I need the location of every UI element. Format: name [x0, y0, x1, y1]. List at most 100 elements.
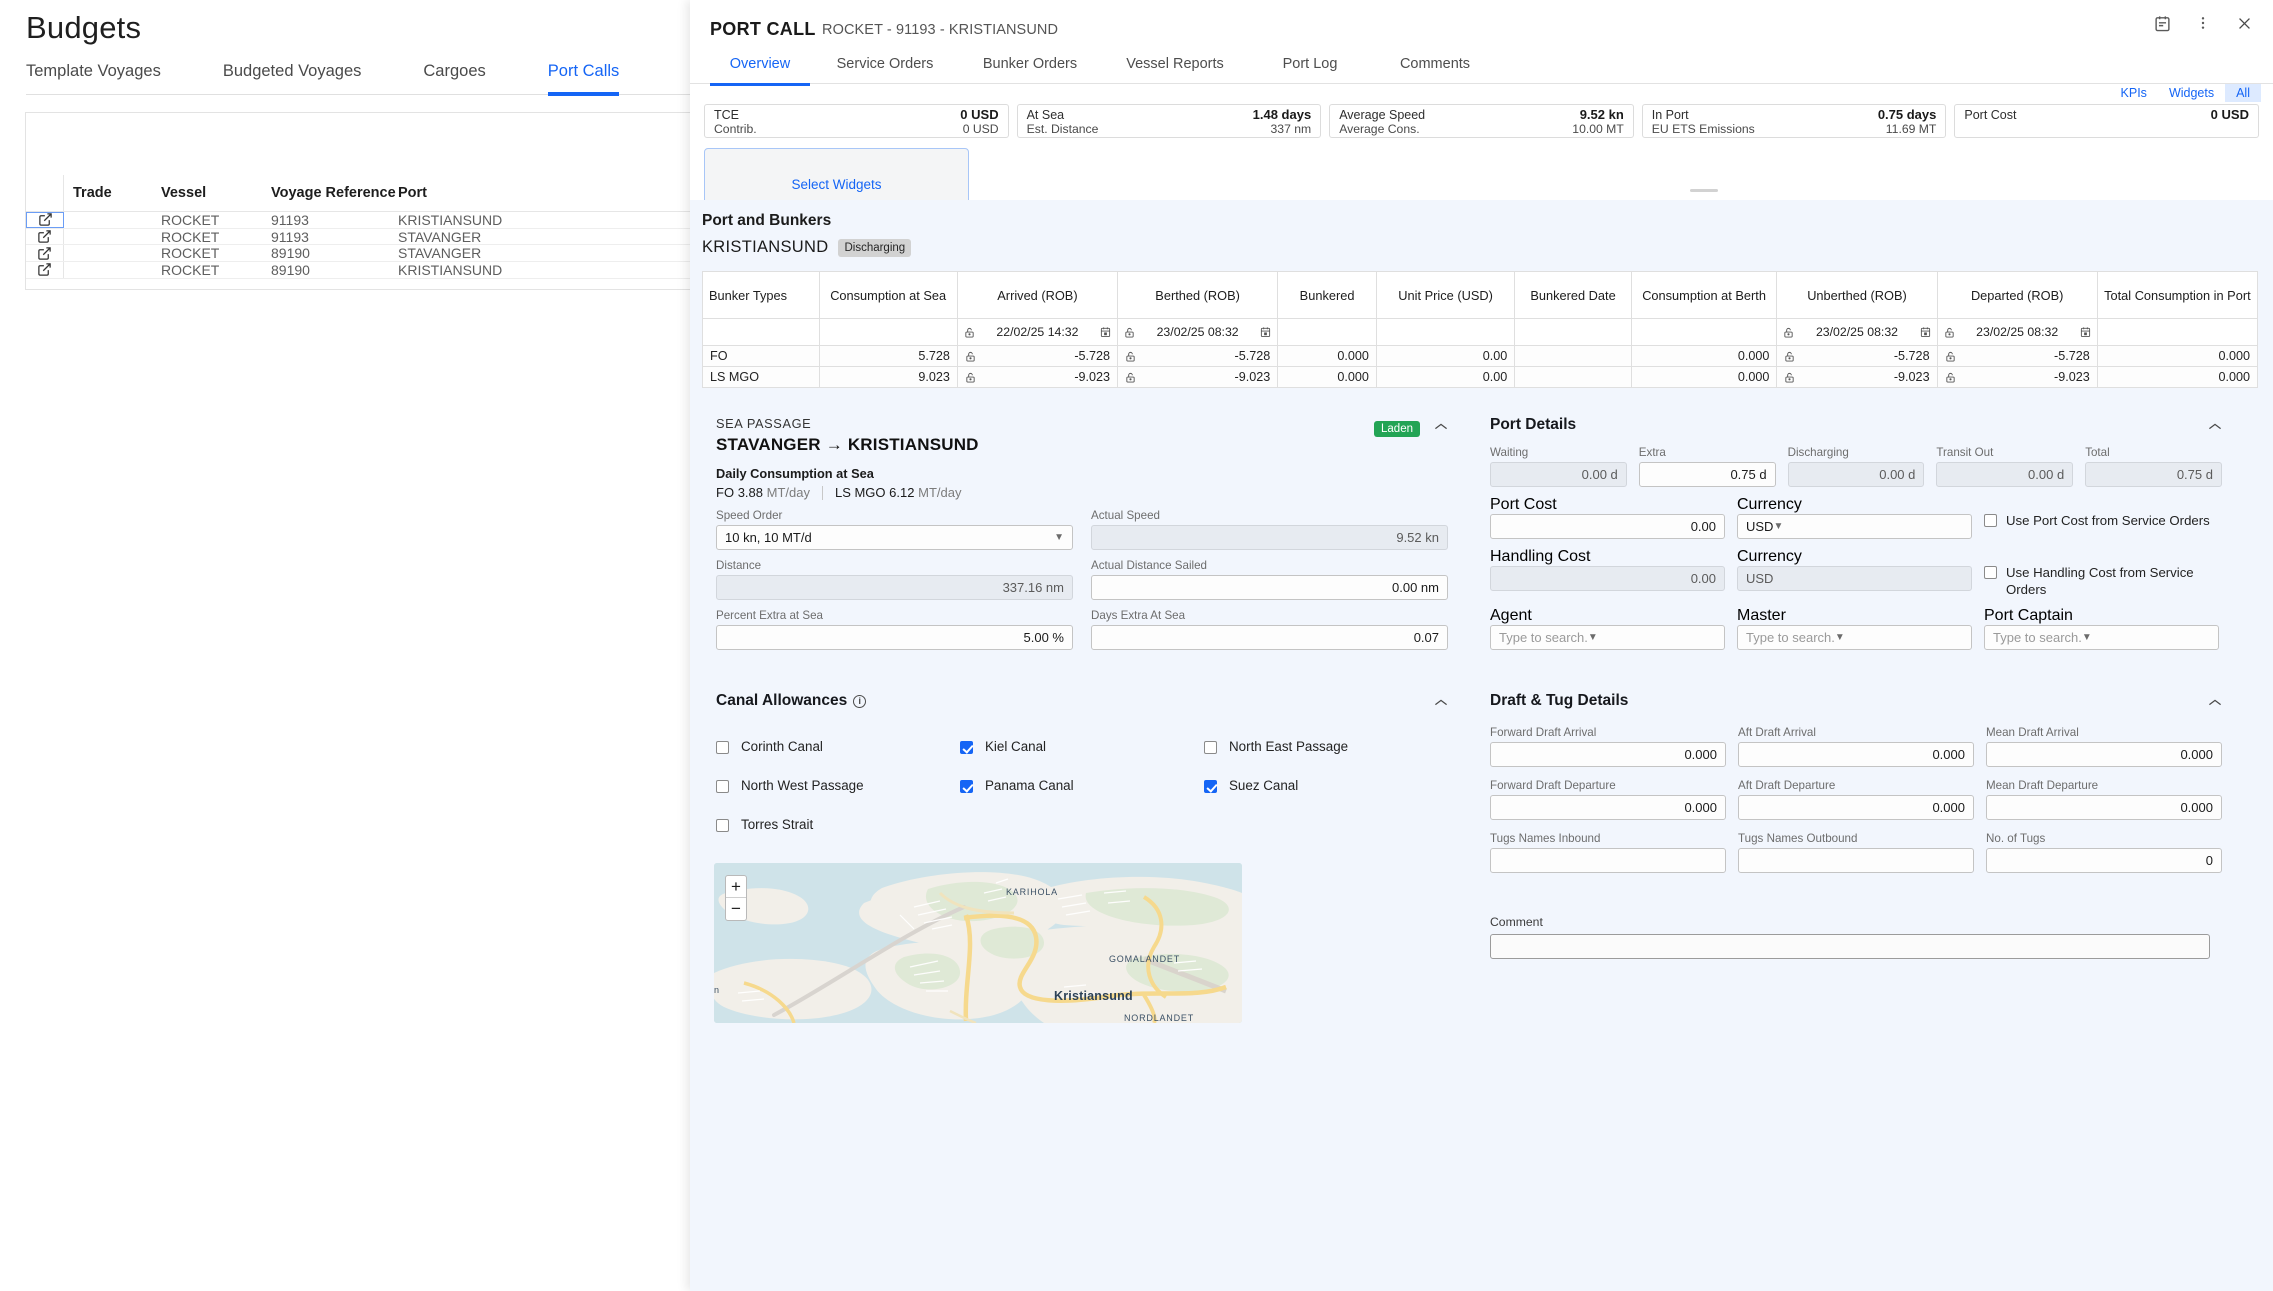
checkbox-icon[interactable] [716, 780, 729, 793]
checkbox-icon[interactable] [716, 741, 729, 754]
checkbox-icon[interactable] [1984, 566, 1997, 579]
unlock-icon[interactable] [1783, 326, 1794, 339]
canal-torres-strait[interactable]: Torres Strait [716, 816, 960, 833]
tab-bunker-orders[interactable]: Bunker Orders [982, 56, 1078, 72]
cell-consumption-at-berth[interactable]: 0.000 [1630, 366, 1778, 388]
table-row[interactable]: ROCKET 91193 KRISTIANSUND [26, 211, 705, 229]
mean-draft-arrival-input[interactable]: 0.000 [1986, 742, 2222, 767]
cell-departed-rob[interactable]: -5.728 [1936, 345, 2098, 367]
tugs-outbound-input[interactable] [1738, 848, 1974, 873]
close-icon[interactable] [2233, 12, 2255, 34]
percent-extra-input[interactable]: 5.00 % [716, 625, 1073, 650]
checkbox-icon[interactable] [1204, 741, 1217, 754]
tugs-inbound-input[interactable] [1490, 848, 1726, 873]
calendar-icon[interactable] [1100, 326, 1111, 338]
canal-suez[interactable]: Suez Canal [1204, 777, 1448, 794]
aft-draft-departure-input[interactable]: 0.000 [1738, 795, 1974, 820]
calendar-icon[interactable] [2080, 326, 2091, 338]
days-extra-input[interactable]: 0.07 [1091, 625, 1448, 650]
checkbox-use-port-cost-from-service-orders[interactable]: Use Port Cost from Service Orders [1984, 496, 2214, 529]
tab-comments[interactable]: Comments [1399, 56, 1471, 72]
cell-bunkered[interactable]: 0.000 [1277, 366, 1377, 388]
unlock-icon[interactable] [1945, 371, 1956, 384]
tab-port-log[interactable]: Port Log [1282, 56, 1338, 72]
mean-draft-departure-input[interactable]: 0.000 [1986, 795, 2222, 820]
extra-input[interactable]: 0.75 d [1638, 462, 1776, 487]
canal-kiel[interactable]: Kiel Canal [960, 738, 1204, 755]
unberthed-date-cell[interactable]: 23/02/25 08:32 [1776, 318, 1938, 346]
unlock-icon[interactable] [964, 326, 975, 339]
checkbox-icon[interactable] [960, 780, 973, 793]
chevron-up-icon[interactable] [2208, 418, 2222, 436]
chevron-down-icon[interactable]: ▼ [1587, 632, 1598, 643]
cell-unberthed-rob[interactable]: -5.728 [1776, 345, 1938, 367]
panel-resize-handle[interactable] [1690, 189, 1718, 192]
more-vertical-icon[interactable] [2192, 12, 2214, 34]
departed-date-cell[interactable]: 23/02/25 08:32 [1936, 318, 2098, 346]
zoom-in-button[interactable]: + [726, 876, 746, 898]
cell-bunkered-date[interactable] [1514, 345, 1632, 367]
table-row[interactable]: ROCKET 89190 STAVANGER [26, 245, 705, 263]
open-row-icon[interactable] [26, 262, 64, 278]
chevron-up-icon[interactable] [2208, 694, 2222, 712]
cell-arrived-rob[interactable]: -5.728 [956, 345, 1119, 367]
segment-all[interactable]: All [2225, 84, 2261, 102]
cell-berthed-rob[interactable]: -5.728 [1117, 345, 1279, 367]
berthed-date-cell[interactable]: 23/02/25 08:32 [1117, 318, 1279, 346]
calendar-icon[interactable] [2151, 12, 2173, 34]
segment-kpis[interactable]: KPIs [2120, 86, 2147, 100]
table-row[interactable]: ROCKET 89190 KRISTIANSUND [26, 262, 705, 279]
cell-arrived-rob[interactable]: -9.023 [956, 366, 1119, 388]
unlock-icon[interactable] [1125, 371, 1136, 384]
cell-unberthed-rob[interactable]: -9.023 [1776, 366, 1938, 388]
cell-unit-price[interactable]: 0.00 [1375, 366, 1516, 388]
forward-draft-arrival-input[interactable]: 0.000 [1490, 742, 1726, 767]
arrived-date-cell[interactable]: 22/02/25 14:32 [956, 318, 1119, 346]
master-search-input[interactable]: Type to search. ▼ [1737, 625, 1972, 650]
calendar-icon[interactable] [1920, 326, 1931, 338]
unlock-icon[interactable] [1784, 350, 1795, 363]
chevron-down-icon[interactable]: ▼ [1834, 632, 1845, 643]
cell-departed-rob[interactable]: -9.023 [1936, 366, 2098, 388]
canal-panama[interactable]: Panama Canal [960, 777, 1204, 794]
unlock-icon[interactable] [1125, 350, 1136, 363]
chevron-up-icon[interactable] [1434, 694, 1448, 712]
tab-cargoes[interactable]: Cargoes [423, 62, 486, 80]
agent-search-input[interactable]: Type to search. ▼ [1490, 625, 1725, 650]
tab-overview[interactable]: Overview [710, 56, 810, 86]
unlock-icon[interactable] [1945, 350, 1956, 363]
chevron-down-icon[interactable]: ▼ [1773, 521, 1784, 532]
tab-budgeted-voyages[interactable]: Budgeted Voyages [222, 62, 362, 80]
port-cost-input[interactable]: 0.00 [1490, 514, 1725, 539]
currency-select[interactable]: USD ▼ [1737, 514, 1972, 539]
open-row-icon[interactable] [26, 228, 64, 245]
forward-draft-departure-input[interactable]: 0.000 [1490, 795, 1726, 820]
no-of-tugs-input[interactable]: 0 [1986, 848, 2222, 873]
aft-draft-arrival-input[interactable]: 0.000 [1738, 742, 1974, 767]
zoom-out-button[interactable]: − [731, 899, 741, 918]
actual-distance-input[interactable]: 0.00 nm [1091, 575, 1448, 600]
unlock-icon[interactable] [1784, 371, 1795, 384]
tab-service-orders[interactable]: Service Orders [836, 56, 934, 72]
unlock-icon[interactable] [965, 350, 976, 363]
chevron-down-icon[interactable]: ▼ [1054, 532, 1064, 543]
cell-bunkered-date[interactable] [1514, 366, 1632, 388]
port-map[interactable]: + − KARIHOLA DALE GOMALANDET Kristiansun… [714, 863, 1242, 1023]
info-icon[interactable]: i [853, 695, 867, 708]
unlock-icon[interactable] [1124, 326, 1135, 339]
cell-bunkered[interactable]: 0.000 [1277, 345, 1377, 367]
canal-north-west-passage[interactable]: North West Passage [716, 777, 960, 794]
checkbox-icon[interactable] [960, 741, 973, 754]
cell-unit-price[interactable]: 0.00 [1375, 345, 1516, 367]
speed-order-select[interactable]: 10 kn, 10 MT/d ▼ [716, 525, 1073, 550]
open-row-icon[interactable] [26, 211, 64, 229]
tab-template-voyages[interactable]: Template Voyages [26, 62, 161, 80]
cell-berthed-rob[interactable]: -9.023 [1117, 366, 1279, 388]
checkbox-icon[interactable] [1204, 780, 1217, 793]
checkbox-use-handling-cost-from-service-orders[interactable]: Use Handling Cost from Service Orders [1984, 548, 2214, 598]
calendar-icon[interactable] [1260, 326, 1271, 338]
unlock-icon[interactable] [965, 371, 976, 384]
cell-consumption-at-sea[interactable]: 9.023 [818, 366, 958, 388]
canal-corinth[interactable]: Corinth Canal [716, 738, 960, 755]
segment-widgets[interactable]: Widgets [2168, 86, 2215, 100]
